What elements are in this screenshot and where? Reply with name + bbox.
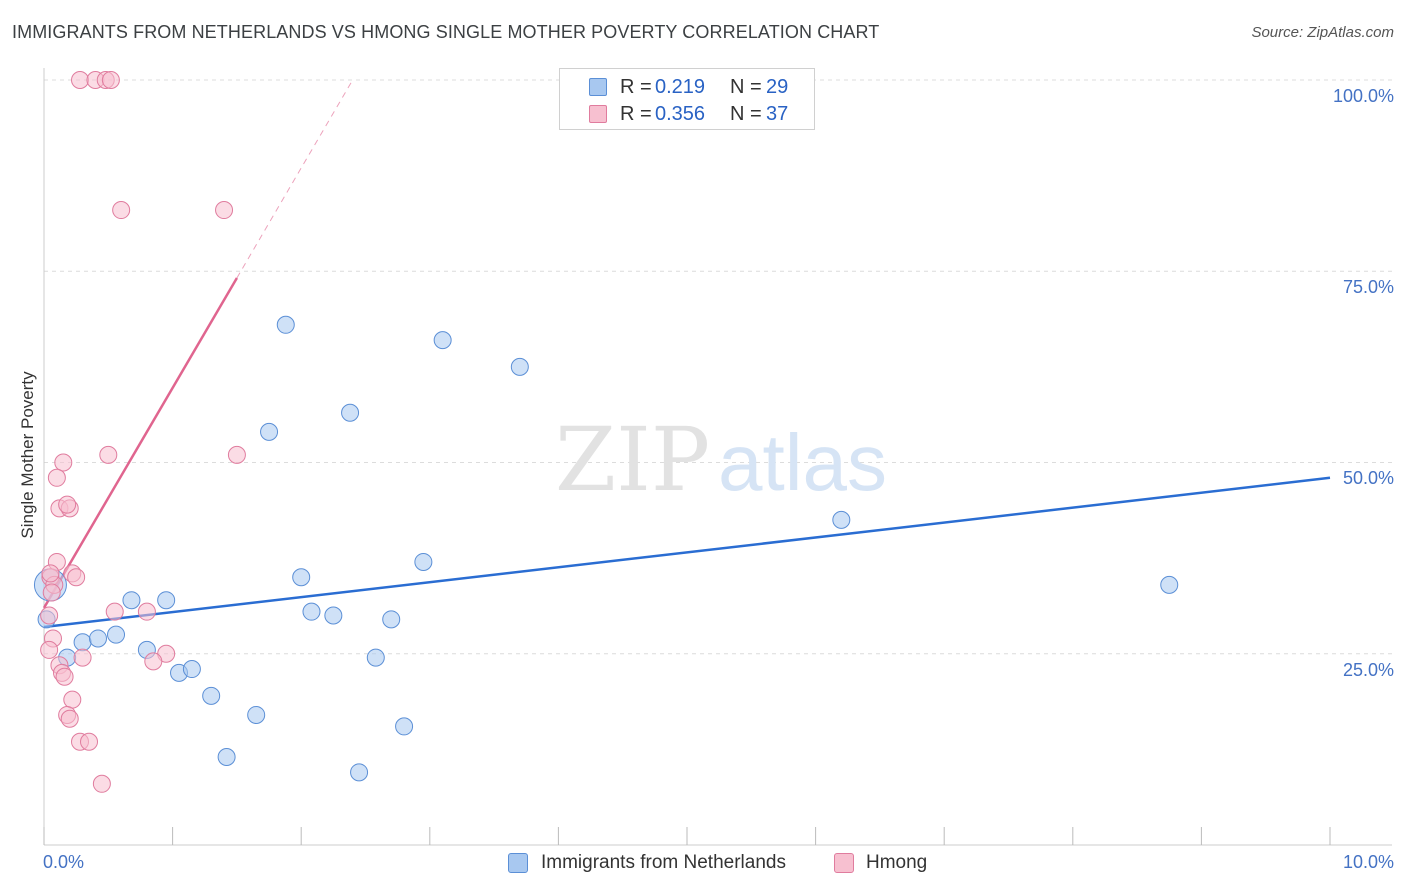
x-tick-label-min: 0.0% [43, 852, 85, 872]
point-hmong-19 [40, 606, 59, 625]
grid-lines [44, 79, 1392, 655]
point-netherlands-22 [395, 717, 414, 736]
bottom-legend-swatch-hmong [834, 853, 854, 873]
point-hmong-28 [60, 709, 79, 728]
point-netherlands-16 [302, 602, 321, 621]
chart-source: Source: ZipAtlas.com [1251, 24, 1394, 41]
trend-lines [42, 79, 1331, 629]
point-hmong-25 [55, 667, 74, 686]
y-tick-label-50: 50.0% [1342, 468, 1394, 488]
point-hmong-35 [137, 602, 156, 621]
point-hmong-30 [80, 732, 99, 751]
point-netherlands-19 [350, 763, 369, 782]
point-hmong-31 [92, 774, 111, 793]
point-netherlands-14 [276, 315, 295, 334]
point-netherlands-27 [1160, 575, 1179, 594]
y-axis-label: Single Mother Poverty [18, 371, 37, 539]
y-tick-label-25: 25.0% [1342, 660, 1394, 680]
bottom-legend-label-hmong: Hmong [866, 852, 928, 873]
watermark-zip: ZIP [555, 408, 710, 511]
legend-r-value: 0.219 [655, 76, 706, 98]
trend-line-extension-1 [236, 79, 354, 279]
point-hmong-0 [71, 71, 90, 89]
point-hmong-12 [58, 495, 77, 514]
point-hmong-22 [73, 648, 92, 667]
point-hmong-7 [227, 445, 246, 464]
point-hmong-26 [63, 690, 82, 709]
point-netherlands-18 [341, 403, 360, 422]
point-netherlands-5 [122, 591, 141, 610]
trend-line-1 [42, 277, 238, 609]
point-hmong-21 [40, 640, 59, 659]
watermark: ZIP atlas [555, 408, 887, 511]
legend-r-label: R = [620, 76, 652, 98]
point-netherlands-15 [292, 568, 311, 587]
x-tick-label-max: 10.0% [1342, 852, 1394, 872]
y-tick-label-100: 100.0% [1332, 86, 1394, 106]
point-netherlands-10 [202, 686, 221, 705]
legend-r-label: R = [620, 103, 652, 125]
stats-legend: R = 0.219 N = 29 R = 0.356 N = 37 [559, 68, 815, 130]
trend-line-0 [43, 476, 1331, 629]
point-netherlands-20 [366, 648, 385, 667]
y-tick-label-75: 75.0% [1342, 277, 1394, 297]
legend-swatch-hmong [589, 105, 607, 123]
point-netherlands-13 [260, 422, 279, 441]
point-netherlands-21 [382, 610, 401, 629]
legend-r-value: 0.356 [655, 103, 706, 125]
axes [43, 68, 1392, 846]
point-netherlands-12 [247, 705, 266, 724]
point-hmong-4 [112, 201, 131, 220]
legend-n-value: 29 [766, 76, 789, 98]
point-netherlands-23 [414, 552, 433, 571]
point-hmong-8 [54, 453, 73, 472]
point-netherlands-7 [157, 591, 176, 610]
point-netherlands-3 [89, 629, 108, 648]
point-netherlands-11 [217, 748, 236, 767]
point-netherlands-25 [510, 357, 529, 376]
point-hmong-32 [105, 602, 124, 621]
point-hmong-15 [67, 568, 86, 587]
point-netherlands-17 [324, 606, 343, 625]
point-hmong-36 [41, 564, 60, 583]
point-netherlands-2 [73, 633, 92, 652]
legend-n-label: N = [730, 76, 762, 98]
legend-n-value: 37 [766, 103, 789, 125]
point-hmong-18 [42, 583, 61, 602]
point-hmong-9 [47, 468, 66, 487]
point-netherlands-26 [832, 510, 851, 529]
bottom-legend-label-netherlands: Immigrants from Netherlands [541, 852, 786, 873]
point-hmong-5 [215, 201, 234, 220]
point-hmong-3 [101, 71, 120, 89]
point-netherlands-24 [433, 331, 452, 350]
point-hmong-34 [144, 652, 163, 671]
legend-swatch-netherlands [589, 78, 607, 96]
point-netherlands-9 [182, 660, 201, 679]
point-netherlands-4 [107, 625, 126, 644]
bottom-legend-swatch-netherlands [508, 853, 528, 873]
watermark-atlas: atlas [718, 418, 887, 507]
data-points [33, 71, 1179, 793]
chart-title: IMMIGRANTS FROM NETHERLANDS VS HMONG SIN… [12, 22, 880, 42]
legend-n-label: N = [730, 103, 762, 125]
point-hmong-6 [99, 445, 118, 464]
